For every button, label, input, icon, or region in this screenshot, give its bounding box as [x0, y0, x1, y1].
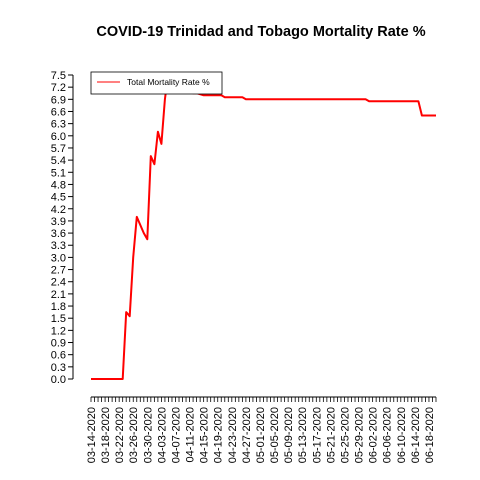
x-tick-label: 04-07-2020: [170, 407, 182, 463]
y-tick-label: 0.0: [51, 374, 66, 386]
y-tick-label: 4.2: [51, 204, 66, 216]
x-tick-label: 05-05-2020: [269, 407, 281, 463]
x-tick-label: 05-01-2020: [255, 407, 267, 463]
x-tick-label: 03-30-2020: [142, 407, 154, 463]
y-tick-label: 2.4: [51, 277, 66, 289]
series-line-total-mortality-rate: [91, 72, 436, 380]
x-tick-label: 06-14-2020: [410, 407, 422, 463]
y-tick-label: 3.6: [51, 228, 66, 240]
x-tick-label: 06-06-2020: [382, 407, 394, 463]
y-tick-label: 6.9: [51, 94, 66, 106]
x-tick-label: 03-14-2020: [86, 407, 98, 463]
y-tick-label: 4.8: [51, 179, 66, 191]
y-tick-label: 0.9: [51, 338, 66, 350]
plot-area: [91, 72, 436, 380]
x-tick-label: 06-18-2020: [424, 407, 436, 463]
x-tick-label: 05-17-2020: [311, 407, 323, 463]
y-tick-label: 6.0: [51, 131, 66, 143]
y-tick-label: 6.6: [51, 106, 66, 118]
y-tick-label: 1.2: [51, 325, 66, 337]
x-tick-label: 04-15-2020: [199, 407, 211, 463]
y-tick-label: 5.4: [51, 155, 66, 167]
y-tick-label: 7.2: [51, 82, 66, 94]
x-tick-label: 04-11-2020: [185, 407, 197, 462]
y-tick-label: 2.1: [51, 289, 66, 301]
x-tick-label: 05-29-2020: [354, 407, 366, 463]
x-tick-label: 05-09-2020: [283, 407, 295, 463]
x-tick-label: 04-27-2020: [241, 407, 253, 463]
y-tick-label: 6.3: [51, 119, 66, 131]
x-tick-label: 06-02-2020: [368, 407, 380, 463]
y-tick-label: 3.3: [51, 240, 66, 252]
axes: 0.00.30.60.91.21.51.82.12.42.73.03.33.63…: [51, 70, 437, 463]
x-tick-label: 04-03-2020: [156, 407, 168, 463]
chart-title: COVID-19 Trinidad and Tobago Mortality R…: [96, 24, 425, 40]
x-tick-label: 04-23-2020: [227, 407, 239, 463]
x-tick-label: 03-18-2020: [100, 407, 112, 463]
x-tick-label: 06-10-2020: [396, 407, 408, 463]
legend-box: [90, 71, 223, 95]
y-tick-label: 0.6: [51, 350, 66, 362]
y-tick-label: 7.5: [51, 70, 66, 82]
y-tick-label: 1.8: [51, 301, 66, 313]
y-tick-label: 1.5: [51, 313, 66, 325]
x-tick-label: 04-19-2020: [213, 407, 225, 463]
x-tick-label: 05-13-2020: [297, 407, 309, 463]
x-tick-label: 05-25-2020: [339, 407, 351, 463]
x-tick-label: 05-21-2020: [325, 407, 337, 463]
y-tick-label: 5.7: [51, 143, 66, 155]
legend-label-total-mortality-rate: Total Mortality Rate %: [127, 77, 210, 87]
x-tick-label: 03-26-2020: [128, 407, 140, 463]
y-tick-label: 0.3: [51, 362, 66, 374]
y-tick-label: 3.0: [51, 252, 66, 264]
y-tick-label: 4.5: [51, 192, 66, 204]
x-tick-label: 03-22-2020: [114, 407, 126, 463]
y-tick-label: 2.7: [51, 265, 66, 277]
legend: Total Mortality Rate %: [90, 71, 223, 95]
y-tick-label: 5.1: [51, 167, 66, 179]
y-tick-label: 3.9: [51, 216, 66, 228]
